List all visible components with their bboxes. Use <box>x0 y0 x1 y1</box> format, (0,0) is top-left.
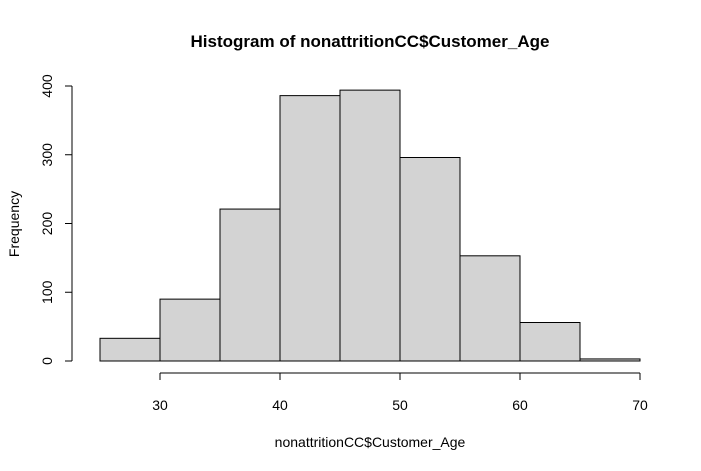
y-axis: 0 100 200 300 400 <box>39 74 73 365</box>
bars-group <box>99 89 641 362</box>
y-axis-label: Frequency <box>6 191 22 257</box>
y-tick-label: 100 <box>39 280 55 304</box>
histogram-bar-4 <box>279 95 341 362</box>
y-tick-label: 400 <box>39 74 55 98</box>
histogram-bar-7 <box>459 255 521 362</box>
x-tick-label: 70 <box>632 397 648 413</box>
x-tick-label: 60 <box>512 397 528 413</box>
histogram-bar-8 <box>519 322 581 362</box>
chart-title: Histogram of nonattritionCC$Customer_Age <box>191 32 550 51</box>
histogram-bar-6 <box>399 157 461 362</box>
x-tick-label: 30 <box>152 397 168 413</box>
x-axis-label: nonattritionCC$Customer_Age <box>275 434 466 450</box>
y-tick-label: 0 <box>39 357 55 365</box>
histogram-bar-2 <box>159 298 221 362</box>
histogram-bar-9 <box>579 358 641 362</box>
histogram-bar-3 <box>219 208 281 362</box>
y-tick-label: 300 <box>39 143 55 167</box>
histogram-bar-5 <box>339 89 401 362</box>
x-axis: 30 40 50 60 70 <box>152 372 648 413</box>
x-tick-label: 40 <box>272 397 288 413</box>
x-tick-label: 50 <box>392 397 408 413</box>
y-tick-label: 200 <box>39 212 55 236</box>
histogram-bar-1 <box>99 337 161 362</box>
